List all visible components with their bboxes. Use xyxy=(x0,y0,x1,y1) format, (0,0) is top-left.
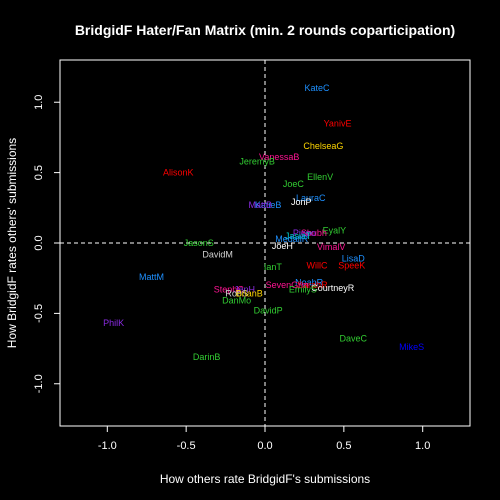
point-label: JeremyB xyxy=(239,156,275,166)
point-label: WillC xyxy=(307,261,328,271)
y-tick-label: -1.0 xyxy=(33,374,45,393)
chart-title: BridgidF Hater/Fan Matrix (min. 2 rounds… xyxy=(75,22,455,38)
point-label: MedallR xyxy=(275,234,309,244)
point-label: DavidM xyxy=(202,249,233,259)
x-tick-label: -1.0 xyxy=(98,440,117,452)
point-label: KatieB xyxy=(255,200,282,210)
point-label: PhilK xyxy=(103,318,124,328)
point-label: DaveC xyxy=(340,334,368,344)
point-label: MattM xyxy=(139,272,164,282)
point-label: SarahR xyxy=(297,280,328,290)
y-tick-label: 1.0 xyxy=(33,95,45,110)
point-label: YanivE xyxy=(324,118,352,128)
point-label: RobS xyxy=(225,289,248,299)
point-label: CourtneyR xyxy=(311,283,355,293)
y-tick-label: 0.0 xyxy=(33,235,45,250)
reference-lines xyxy=(60,60,470,426)
point-label: LauraC xyxy=(296,193,326,203)
point-label: JasiaT xyxy=(285,231,312,241)
point-label: NoahR xyxy=(295,277,324,287)
point-label: JoeH xyxy=(272,241,293,251)
point-label: ChelseaG xyxy=(303,141,343,151)
point-label: VimalV xyxy=(317,242,345,252)
point-label: SpeeK xyxy=(338,261,365,271)
y-tick-label: 0.5 xyxy=(33,165,45,180)
x-axis-label: How others rate BridgidF's submissions xyxy=(160,472,370,486)
point-label: AlisonK xyxy=(163,168,194,178)
point-label: Shubh xyxy=(301,228,327,238)
point-label: DanMo xyxy=(222,296,251,306)
point-label: KateC xyxy=(305,83,331,93)
point-label: StephC xyxy=(214,284,245,294)
point-label: MattB xyxy=(249,200,273,210)
y-axis: -1.0 -0.5 0.0 0.5 1.0 xyxy=(33,95,61,393)
point-label: JenH xyxy=(234,284,255,294)
x-tick-label: -0.5 xyxy=(177,440,196,452)
point-label: SevenGrm xyxy=(266,280,309,290)
point-label: JonP xyxy=(291,197,312,207)
point-label: EllenV xyxy=(307,172,333,182)
point-label: LisaD xyxy=(342,253,366,263)
point-label: DavidP xyxy=(254,306,283,316)
x-axis: -1.0 -0.5 0.0 0.5 1.0 xyxy=(98,425,430,452)
point-label: Piepo xyxy=(293,228,316,238)
y-axis-label: How BridgidF rates others' submissions xyxy=(5,138,19,348)
point-label: JoeC xyxy=(283,179,305,189)
y-tick-label: -0.5 xyxy=(33,304,45,323)
point-label: MikeS xyxy=(399,342,424,352)
point-label: EmilyS xyxy=(289,284,317,294)
x-tick-label: 0.5 xyxy=(336,440,351,452)
x-tick-label: 0.0 xyxy=(257,440,272,452)
point-label: BrianB xyxy=(236,289,263,299)
point-label: JasonS xyxy=(184,238,214,248)
point-label: EyalY xyxy=(323,225,347,235)
point-label: DarinB xyxy=(193,352,221,362)
x-tick-label: 1.0 xyxy=(415,440,430,452)
point-label: VanessaB xyxy=(259,152,299,162)
point-label: IanT xyxy=(264,262,283,272)
